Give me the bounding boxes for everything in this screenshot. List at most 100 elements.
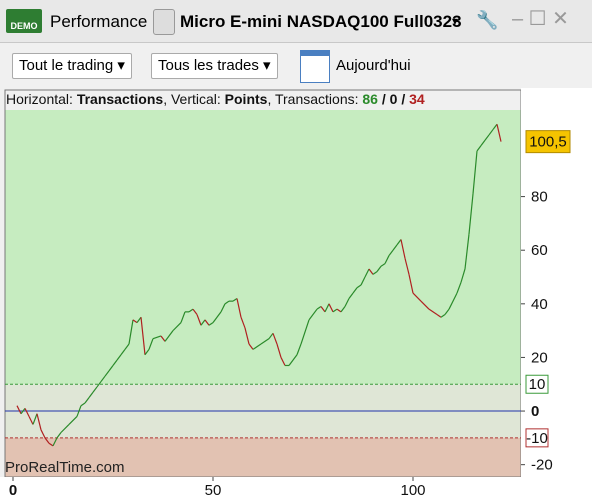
equity-segment [28, 416, 34, 425]
equity-segment [60, 424, 70, 433]
equity-segment [288, 354, 298, 366]
equity-segment [336, 308, 342, 313]
equity-segment [208, 322, 214, 326]
equity-segment [120, 349, 126, 356]
equity-segment [16, 405, 22, 415]
equity-segment [348, 292, 354, 299]
equity-segment [108, 365, 114, 372]
equity-segment [248, 343, 254, 350]
equity-segment [196, 314, 202, 326]
level-box [525, 374, 549, 394]
link-icon[interactable] [153, 9, 175, 35]
equity-segment [272, 333, 278, 345]
equity-segment [344, 298, 350, 307]
equity-segment [476, 145, 482, 152]
equity-segment [136, 316, 142, 323]
equity-segment [164, 330, 174, 342]
equity-segment [132, 319, 138, 324]
equity-segment [376, 265, 382, 273]
equity-segment [276, 343, 282, 358]
level-label: -10 [526, 430, 548, 447]
equity-segment [496, 124, 502, 142]
y-tick-label: 40 [531, 296, 548, 313]
demo-badge: DEMO [6, 9, 42, 33]
settings-icon[interactable]: 🔧 [476, 10, 499, 30]
equity-segment [488, 129, 494, 136]
equity-segment [400, 239, 406, 259]
equity-segment [92, 386, 98, 393]
zone-negative [5, 437, 521, 477]
equity-segment [232, 297, 238, 302]
equity-segment [124, 343, 130, 350]
equity-segment [360, 276, 366, 286]
equity-segment [404, 258, 410, 275]
neutral: 0 [389, 91, 398, 107]
equity-segment [100, 375, 106, 382]
equity-segment [308, 308, 318, 321]
trades-dropdown[interactable]: Tous les trades ▾ [151, 53, 278, 79]
y-tick-label: -20 [531, 457, 553, 474]
equity-segment [204, 319, 210, 326]
equity-segment [104, 370, 110, 377]
equity-segment [268, 332, 274, 340]
equity-segment [152, 335, 162, 340]
x-tick-label: 0 [9, 482, 17, 499]
equity-segment [468, 193, 474, 235]
tab-title[interactable]: Performance [50, 12, 148, 31]
equity-segment [456, 282, 462, 294]
equity-segment [220, 303, 226, 313]
equity-segment [492, 123, 498, 130]
equity-segment [96, 381, 102, 388]
y-tick-label: 20 [531, 349, 548, 366]
equity-segment [316, 306, 322, 310]
instrument[interactable]: Micro E-mini NASDAQ100 Full0323 [180, 12, 462, 31]
equity-segment [388, 249, 394, 256]
filter-dropdown[interactable]: Tout le trading ▾ [12, 53, 132, 79]
equity-segment [392, 244, 398, 251]
dropdown-arrow[interactable]: ▾ [452, 14, 459, 28]
equity-segment [172, 322, 182, 332]
y-tick-label: 0 [531, 403, 539, 420]
window-controls[interactable]: – ☐ ✕ [512, 8, 569, 30]
info-text: , Transactions: [267, 91, 359, 107]
equity-segment [128, 319, 134, 345]
info-value: Points [224, 91, 268, 107]
zone-positive [5, 110, 521, 385]
equity-segment [428, 308, 438, 316]
info-value: Transactions [76, 91, 164, 107]
equity-segment [244, 327, 250, 345]
equity-segment [252, 343, 262, 350]
equity-segment [188, 308, 194, 313]
equity-segment [200, 319, 206, 326]
equity-segment [32, 413, 38, 425]
y-tick-label: 80 [531, 189, 548, 206]
equity-segment [320, 306, 326, 313]
chart: 10 -10 -20 0 20 40 60 80 0 50 100 100,5 [0, 88, 592, 502]
calendar-icon[interactable] [300, 50, 330, 83]
equity-segment [212, 311, 222, 323]
equity-segment [76, 405, 82, 417]
equity-segment [80, 402, 86, 407]
equity-segment [436, 314, 442, 318]
equity-segment [340, 306, 346, 313]
equity-segment [352, 287, 358, 294]
equity-segment [112, 359, 118, 366]
equity-segment [480, 139, 486, 147]
equity-segment [368, 268, 374, 275]
date-label[interactable]: Aujourd'hui [336, 57, 411, 74]
equity-segment [300, 319, 310, 345]
equity-segment [396, 239, 402, 246]
equity-segment [472, 150, 478, 194]
sep: / [381, 91, 386, 107]
watermark: ProRealTime.com [5, 459, 125, 476]
equity-segment [280, 357, 286, 366]
equity-segment [44, 437, 50, 444]
trades-text: Tous les trades [158, 57, 259, 74]
title-bar: DEMO Performance Micro E-mini NASDAQ100 … [0, 0, 592, 43]
equity-segment [484, 134, 490, 141]
equity-segment [324, 303, 330, 313]
current-value-box [525, 130, 571, 154]
equity-segment [88, 391, 94, 399]
equity-segment [412, 292, 422, 302]
equity-segment [356, 284, 362, 289]
